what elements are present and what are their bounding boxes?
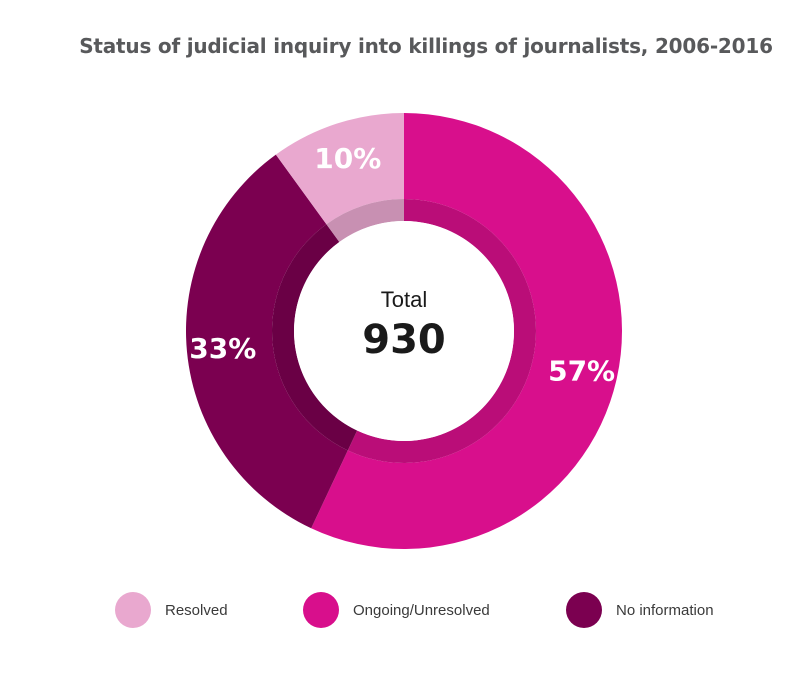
slice-labels: 57% 33% 10%	[189, 142, 615, 388]
center-total-value: 930	[362, 317, 446, 363]
slice-label-resolved: 10%	[314, 142, 381, 175]
donut-center-hole	[294, 221, 514, 441]
slice-label-no-information: 33%	[189, 332, 256, 365]
legend-label-resolved: Resolved	[165, 601, 228, 619]
chart-legend: Resolved Ongoing/Unresolved No informati…	[0, 590, 812, 630]
slice-resolved	[275, 113, 404, 225]
legend-item-ongoing-unresolved: Ongoing/Unresolved	[303, 590, 490, 630]
legend-swatch-ongoing-unresolved	[303, 592, 339, 628]
slice-ongoing-unresolved	[311, 113, 623, 549]
legend-swatch-no-information	[566, 592, 602, 628]
slice-no-information	[185, 154, 348, 529]
legend-item-resolved: Resolved	[115, 590, 228, 630]
chart-title: Status of judicial inquiry into killings…	[79, 34, 773, 58]
center-total-caption: Total	[381, 287, 427, 312]
legend-label-ongoing-unresolved: Ongoing/Unresolved	[353, 601, 490, 619]
legend-swatch-resolved	[115, 592, 151, 628]
donut-inner-ring	[272, 199, 536, 463]
legend-label-no-information: No information	[616, 601, 714, 619]
donut-slices	[185, 113, 623, 549]
slice-label-ongoing-unresolved: 57%	[548, 355, 615, 388]
legend-item-no-information: No information	[566, 590, 714, 630]
inner-ring-resolved	[326, 199, 404, 243]
inner-ring-ongoing-unresolved	[347, 199, 536, 463]
inner-ring-no-information	[272, 224, 358, 451]
